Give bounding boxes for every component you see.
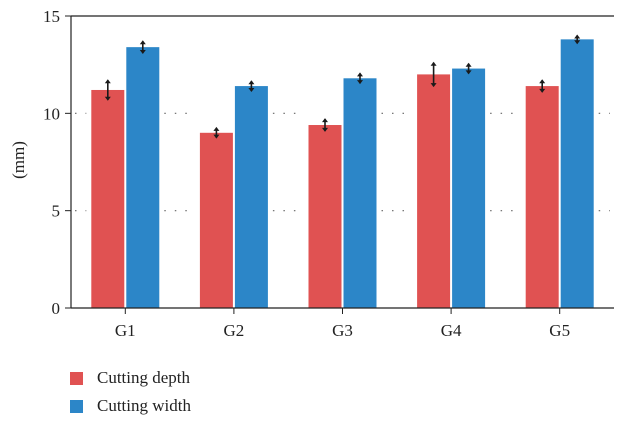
legend-item-cutting-depth: Cutting depth <box>70 364 191 392</box>
legend: Cutting depth Cutting width <box>70 364 191 420</box>
bar-width-g4 <box>452 68 486 308</box>
error-bars <box>104 34 581 139</box>
error-cap-top <box>104 79 111 84</box>
error-cap-top <box>213 126 220 131</box>
error-cap-bottom <box>104 96 111 101</box>
x-tick-label: G3 <box>332 321 353 340</box>
error-cap-top <box>430 61 437 66</box>
legend-swatch-width <box>70 399 83 413</box>
error-cap-bottom <box>357 80 363 85</box>
legend-swatch-depth <box>70 371 83 385</box>
error-cap-bottom <box>213 134 220 139</box>
bar-width-g1 <box>126 47 160 308</box>
bars <box>91 39 594 309</box>
error-cap-top <box>357 72 363 77</box>
bar-width-g2 <box>234 86 268 308</box>
bar-width-g5 <box>560 39 594 309</box>
bar-depth-g2 <box>199 132 233 308</box>
error-cap-bottom <box>430 83 437 88</box>
error-cap-top <box>248 80 255 85</box>
y-tick-label: 10 <box>43 104 60 123</box>
x-tick-label: G5 <box>549 321 570 340</box>
error-cap-top <box>539 79 546 84</box>
error-cap-bottom <box>574 40 581 45</box>
legend-label-width: Cutting width <box>97 396 191 415</box>
error-cap-top <box>465 62 472 67</box>
x-tick-label: G1 <box>115 321 136 340</box>
x-tick-label: G2 <box>224 321 245 340</box>
y-tick-label: 5 <box>52 202 61 221</box>
error-cap-bottom <box>539 88 546 93</box>
bar-depth-g4 <box>417 74 451 309</box>
y-tick-label: 0 <box>52 299 61 318</box>
y-tick-label: 15 <box>43 7 60 26</box>
error-cap-bottom <box>248 87 255 92</box>
x-tick-label: G4 <box>441 321 462 340</box>
legend-item-cutting-width: Cutting width <box>70 392 191 420</box>
y-ticks: 0 5 10 15 <box>43 7 71 318</box>
error-cap-bottom <box>465 70 472 75</box>
error-cap-bottom <box>322 127 328 132</box>
x-ticks: G1 G2 G3 G4 G5 <box>115 308 570 340</box>
error-cap-top <box>574 34 581 39</box>
error-cap-top <box>139 40 146 45</box>
y-axis-label: (mm) <box>9 141 28 179</box>
bar-depth-g5 <box>525 86 559 308</box>
legend-label-depth: Cutting depth <box>97 368 191 387</box>
bar-depth-g1 <box>91 89 125 309</box>
bar-width-g3 <box>343 78 377 308</box>
bar-depth-g3 <box>308 125 342 308</box>
error-cap-bottom <box>139 49 146 54</box>
error-cap-top <box>322 118 328 123</box>
